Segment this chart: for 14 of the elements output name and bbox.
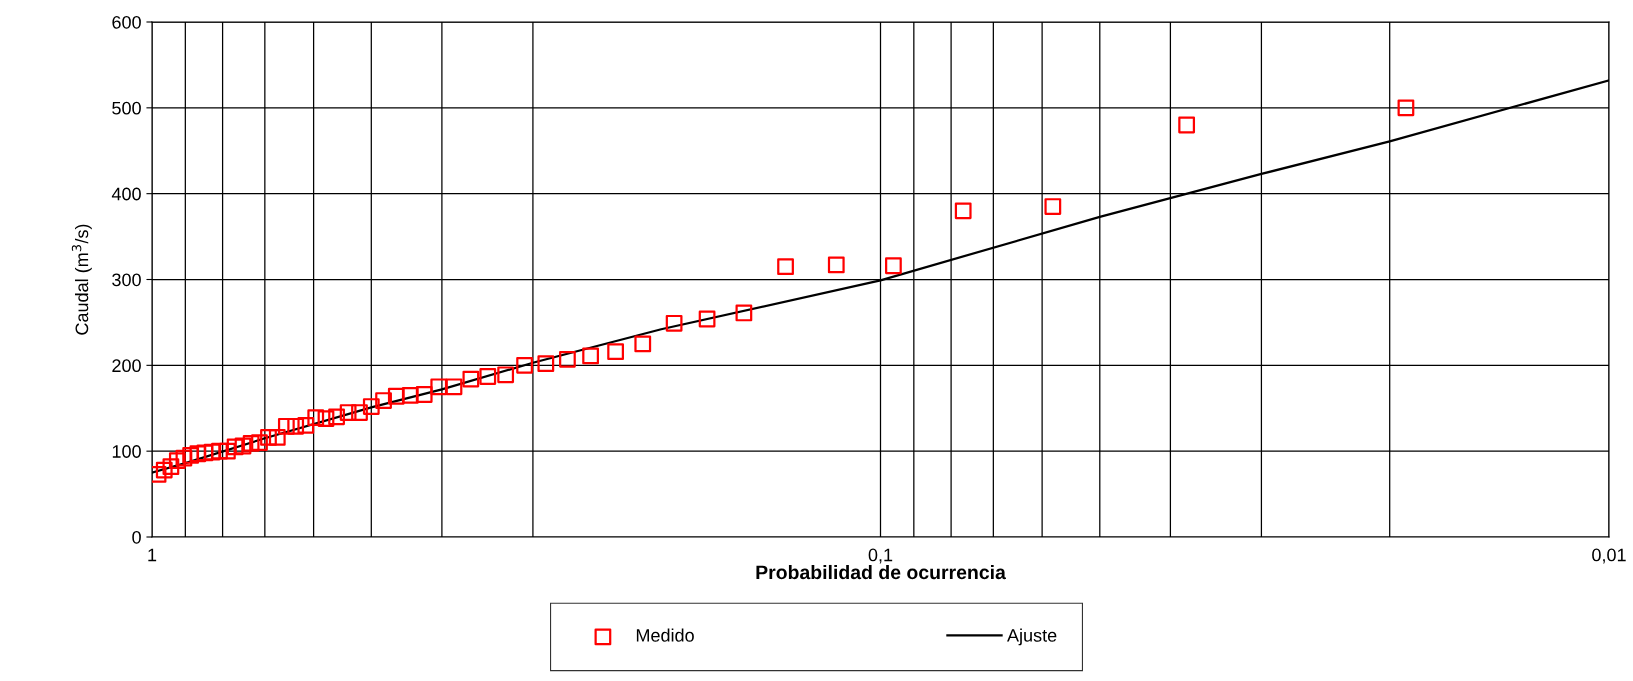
y-tick-label: 100 — [112, 445, 141, 458]
y-axis-title: Caudal (m$^{3}$/s) — [71, 224, 92, 335]
legend-label: Medido — [636, 628, 694, 642]
x-tick-label: 0,01 — [1592, 548, 1626, 564]
y-tick-label: 600 — [112, 15, 141, 29]
y-tick-label: 300 — [112, 273, 141, 287]
y-tick-label: 500 — [112, 101, 141, 115]
x-tick-label: 0,1 — [868, 548, 893, 564]
x-axis-title: Probabilidad de ocurrencia — [756, 564, 1006, 580]
y-tick-label: 0 — [132, 530, 141, 544]
y-tick-label: 400 — [111, 187, 141, 201]
y-tick-label: 200 — [112, 359, 141, 373]
legend-label: Ajuste — [1007, 628, 1057, 646]
x-tick-label: 1 — [148, 548, 157, 562]
